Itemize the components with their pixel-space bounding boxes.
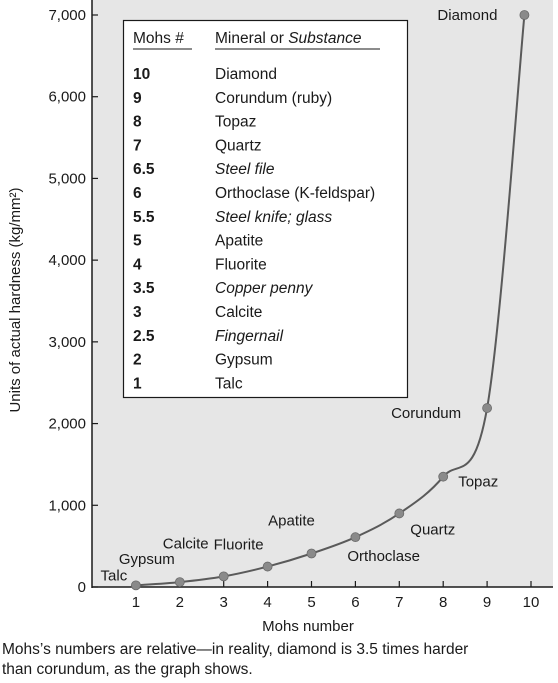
table-row-number: 2.5: [133, 328, 155, 345]
table-row-number: 3.5: [133, 280, 155, 297]
table-row-number: 6.5: [133, 161, 155, 178]
y-tick-label: 4,000: [48, 252, 86, 269]
point-label-gypsum: Gypsum: [119, 551, 175, 568]
data-point-gypsum: [174, 577, 185, 587]
table-row-name: Corundum (ruby): [215, 90, 332, 107]
table-row-number: 6: [133, 185, 142, 202]
table-row-number: 5.5: [133, 209, 155, 226]
table-row-name: Orthoclase (K-feldspar): [215, 185, 375, 202]
data-point-apatite: [306, 548, 317, 559]
point-label-calcite: Calcite: [163, 535, 209, 552]
y-tick-label: 3,000: [48, 334, 86, 351]
x-tick-label: 4: [263, 594, 271, 611]
table-row-number: 4: [133, 256, 142, 273]
figure-caption: Mohs’s numbers are relative—in reality, …: [2, 640, 554, 680]
table-row-number: 10: [133, 66, 150, 83]
caption-line-1: Mohs’s numbers are relative—in reality, …: [2, 641, 469, 658]
table-header-number: Mohs #: [133, 30, 184, 47]
table-row-name: Copper penny: [215, 280, 314, 297]
data-point-talc: [130, 580, 141, 591]
table-row-name: Fingernail: [215, 328, 284, 345]
data-point-orthoclase: [350, 532, 361, 543]
y-tick-label: 1,000: [48, 497, 86, 514]
table-row-number: 5: [133, 233, 142, 250]
x-tick-label: 8: [439, 594, 447, 611]
table-row-name: Quartz: [215, 137, 262, 154]
data-point-corundum: [482, 403, 493, 413]
table-row-name: Steel knife; glass: [215, 209, 332, 226]
x-tick-label: 7: [395, 594, 403, 611]
point-label-corundum: Corundum: [391, 405, 461, 422]
table-row-number: 8: [133, 114, 142, 131]
point-label-fluorite: Fluorite: [214, 537, 264, 554]
data-point-calcite: [218, 571, 229, 582]
table-row-name: Apatite: [215, 233, 263, 250]
table-row-number: 2: [133, 352, 142, 369]
x-tick-label: 2: [176, 594, 184, 611]
axes: [91, 0, 553, 588]
data-point-topaz: [438, 471, 449, 482]
y-tick-label: 2,000: [48, 416, 86, 433]
data-points: [130, 10, 530, 591]
data-point-diamond: [519, 10, 530, 20]
table-row-number: 1: [133, 375, 142, 392]
x-tick-label: 1: [132, 594, 140, 611]
table-row-number: 7: [133, 137, 142, 154]
table-row-name: Topaz: [215, 114, 256, 131]
table-row-name: Diamond: [215, 66, 277, 83]
table-row-name: Talc: [215, 375, 243, 392]
x-axis-title: Mohs number: [262, 618, 354, 635]
x-tick-label: 9: [483, 594, 491, 611]
tick-labels: 0 1,000 2,000 3,000 4,000 5,000 6,000 7,000 1 2 3 4…: [48, 7, 539, 611]
x-tick-label: 5: [307, 594, 315, 611]
table-row-number: 9: [133, 90, 142, 107]
y-tick-label: 7,000: [48, 7, 86, 24]
x-tick-label: 10: [523, 594, 540, 611]
y-tick-label: 5,000: [48, 170, 86, 187]
y-tick-label: 0: [78, 579, 86, 596]
hardness-curve: [135, 14, 526, 587]
table-row-number: 3: [133, 304, 142, 321]
point-label-talc: Talc: [101, 567, 128, 584]
data-point-quartz: [394, 508, 405, 519]
data-point-fluorite: [262, 561, 273, 572]
x-tick-label: 3: [220, 594, 228, 611]
table-row-name: Gypsum: [215, 352, 273, 369]
y-axis-title: Units of actual hardness (kg/mm²): [7, 187, 24, 412]
point-label-orthoclase: Orthoclase: [347, 548, 420, 565]
table-header-mineral: Mineral or Substance: [215, 30, 362, 47]
x-tick-label: 6: [351, 594, 359, 611]
point-label-diamond: Diamond: [437, 7, 497, 24]
point-label-topaz: Topaz: [458, 474, 498, 491]
caption-line-2: than corundum, as the graph shows.: [2, 661, 253, 678]
point-label-apatite: Apatite: [268, 512, 315, 529]
y-tick-label: 6,000: [48, 89, 86, 106]
table-row-name: Steel file: [215, 161, 275, 178]
table-row-name: Fluorite: [215, 256, 267, 273]
point-label-quartz: Quartz: [410, 521, 455, 538]
table-row-name: Calcite: [215, 304, 262, 321]
mohs-scale-table: Mohs # Mineral or Substance 10 Diamond 9 Coru…: [122, 19, 409, 399]
table-box: [122, 19, 409, 399]
